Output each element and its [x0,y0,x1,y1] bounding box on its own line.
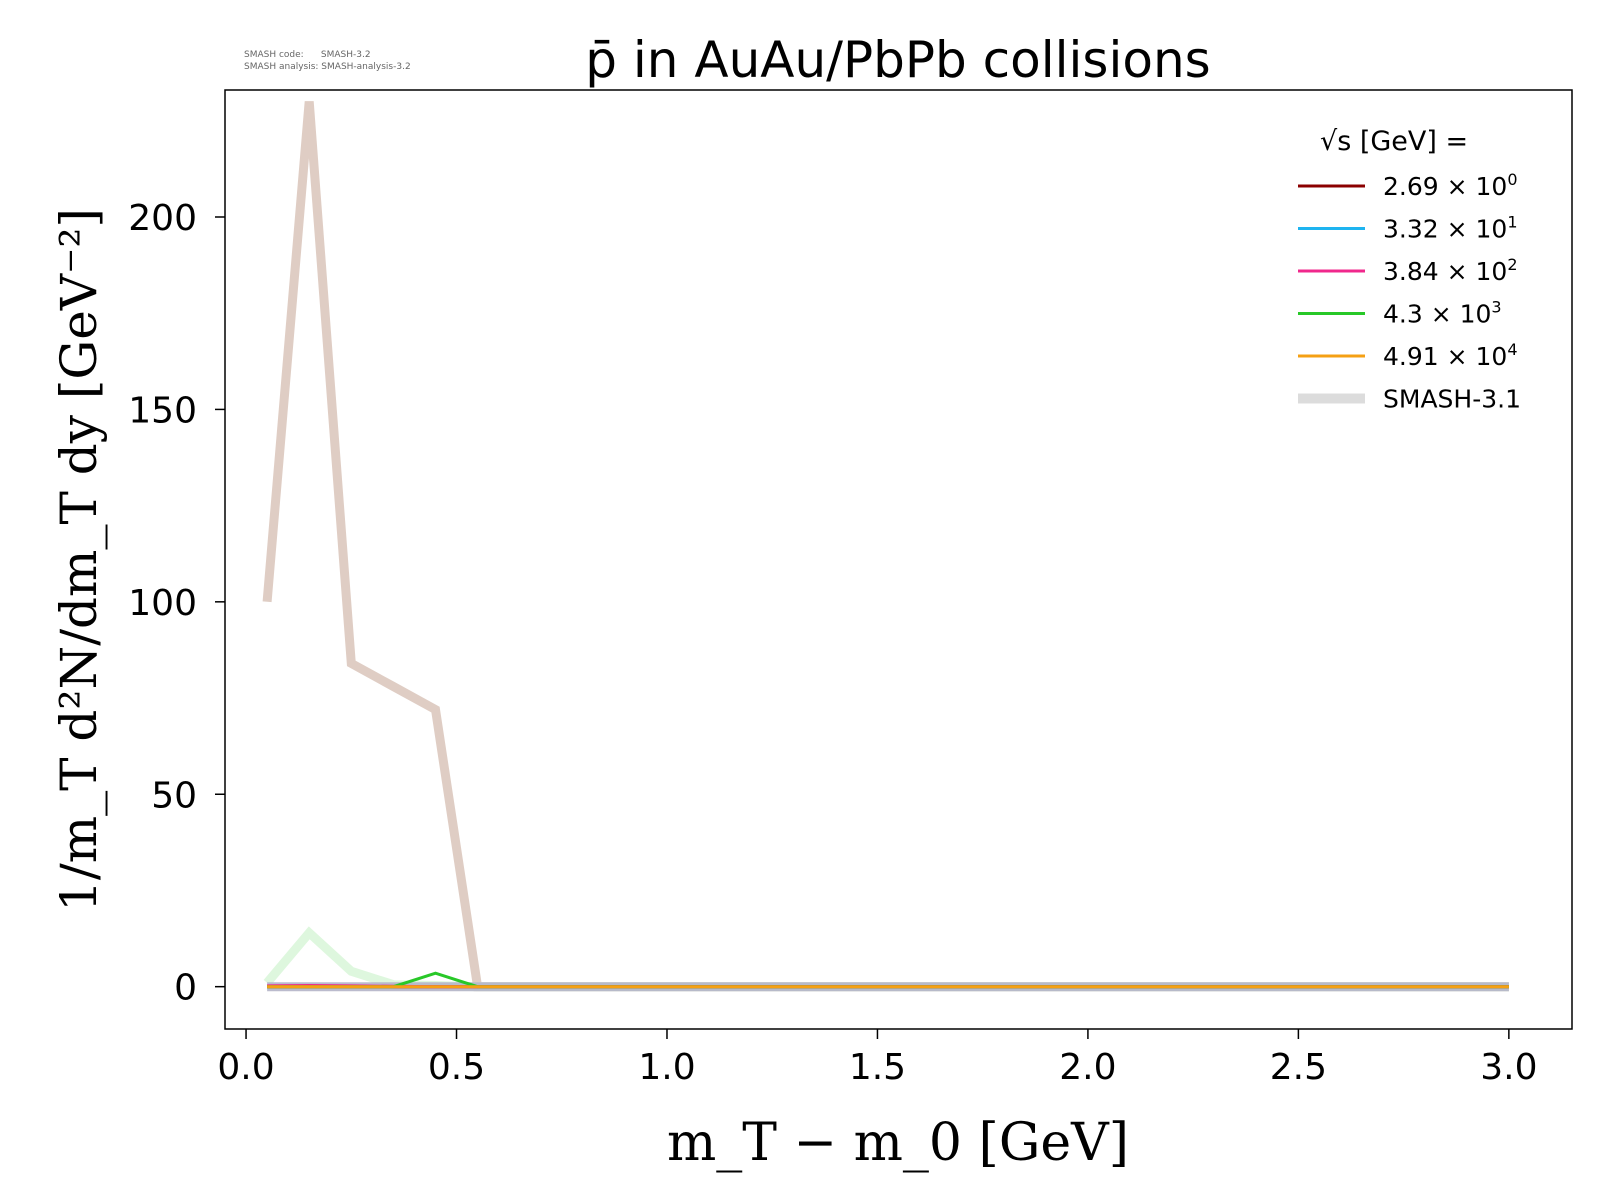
legend: √s [GeV] = 2.69 × 100 3.32 × 101 3.84 × 10… [1298,126,1521,414]
x-axis-label: m_T − m_0 [GeV] [667,1113,1129,1173]
legend-label: 3.32 × 101 [1383,213,1518,244]
y-tick-label: 50 [151,775,197,816]
x-tick-label: 0.5 [428,1047,485,1088]
watermark-analysis: SMASH analysis: SMASH-analysis-3.2 [244,62,411,72]
legend-title: √s [GeV] = [1320,126,1468,157]
y-tick-label: 200 [128,198,197,239]
y-tick-label: 150 [128,390,197,431]
y-axis-ticks: 0 50 100 150 200 [128,198,225,1009]
y-tick-label: 0 [174,968,197,1009]
x-tick-label: 1.5 [849,1047,906,1088]
chart-title: p̄ in AuAu/PbPb collisions [585,31,1210,89]
legend-label: 4.91 × 104 [1383,340,1518,371]
y-tick-label: 100 [128,583,197,624]
y-axis-label: 1/m_T d²N/dm_T dy [GeV⁻²] [50,208,108,912]
series-group [262,101,1509,992]
x-tick-label: 1.0 [638,1047,695,1088]
legend-label: 3.84 × 102 [1383,255,1518,286]
x-tick-label: 2.5 [1270,1047,1327,1088]
x-tick-label: 2.0 [1059,1047,1116,1088]
series-line-0 [262,101,1509,992]
legend-label: 2.69 × 100 [1383,170,1518,201]
legend-label: 4.3 × 103 [1383,298,1502,329]
x-tick-label: 3.0 [1480,1047,1537,1088]
x-tick-label: 0.0 [217,1047,274,1088]
legend-label: SMASH-3.1 [1383,385,1521,414]
watermark-code: SMASH code: SMASH-3.2 [244,50,371,60]
plot-area [224,89,1573,1030]
x-axis-ticks: 0.0 0.5 1.0 1.5 2.0 2.5 3.0 [217,1029,1537,1088]
